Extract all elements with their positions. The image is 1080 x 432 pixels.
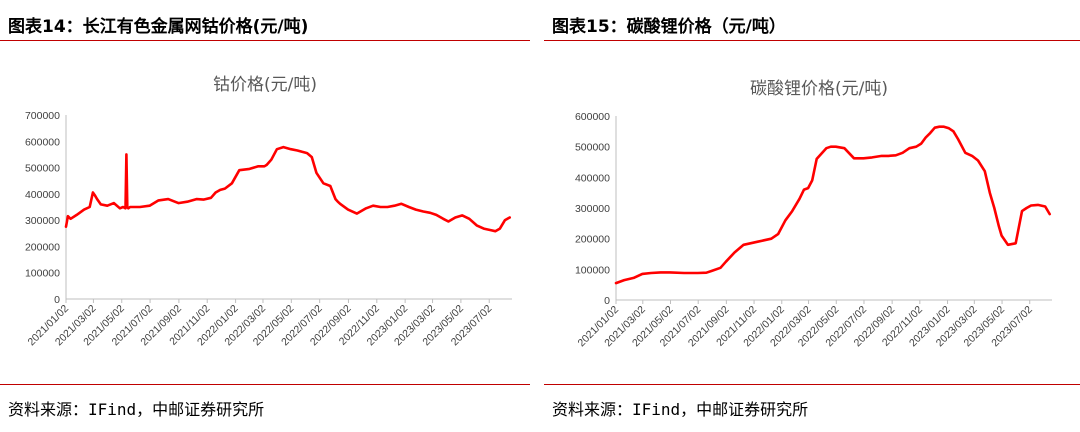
price-series-line xyxy=(64,145,512,233)
bottom-rule xyxy=(544,384,1080,385)
y-tick-label: 300000 xyxy=(25,215,60,227)
y-tick-label: 400000 xyxy=(575,172,610,184)
y-tick-label: 600000 xyxy=(575,111,610,123)
y-tick-label: 500000 xyxy=(25,163,60,175)
price-series-line xyxy=(614,125,1052,285)
y-tick-label: 200000 xyxy=(575,234,610,246)
y-tick-label: 400000 xyxy=(25,189,60,201)
top-rule xyxy=(0,40,530,41)
y-tick-label: 500000 xyxy=(575,142,610,154)
figure-title: 图表14：长江有色金属网钴价格(元/吨) xyxy=(8,17,309,37)
cobalt-price-chart: 钴价格(元/吨) 0 100000 200000 300000 400000 500000 6… xyxy=(25,75,512,348)
figure-title: 图表15：碳酸锂价格（元/吨） xyxy=(552,17,786,37)
y-tick-label: 100000 xyxy=(25,268,60,280)
y-tick-label: 300000 xyxy=(575,203,610,215)
source-note: 资料来源：IFind，中邮证券研究所 xyxy=(8,400,265,419)
y-tick-label: 100000 xyxy=(575,264,610,276)
chart-title: 碳酸锂价格(元/吨) xyxy=(750,79,888,99)
figure-15-panel: 图表15：碳酸锂价格（元/吨） 碳酸锂价格(元/吨) 0 100000 200000 3… xyxy=(540,0,1080,432)
chart-title: 钴价格(元/吨) xyxy=(213,75,317,95)
y-tick-label: 0 xyxy=(604,295,610,307)
source-note: 资料来源：IFind，中邮证券研究所 xyxy=(552,400,809,419)
y-tick-label: 0 xyxy=(54,294,60,306)
y-tick-label: 200000 xyxy=(25,241,60,253)
top-rule xyxy=(544,40,1080,41)
y-tick-label: 700000 xyxy=(25,110,60,122)
figure-14-panel: 图表14：长江有色金属网钴价格(元/吨) 钴价格(元/吨) 0 100000 2000… xyxy=(0,17,530,419)
lithium-carbonate-price-chart: 碳酸锂价格(元/吨) 0 100000 200000 300000 400000 50000… xyxy=(575,79,1052,349)
bottom-rule xyxy=(0,384,530,385)
y-tick-label: 600000 xyxy=(25,136,60,148)
